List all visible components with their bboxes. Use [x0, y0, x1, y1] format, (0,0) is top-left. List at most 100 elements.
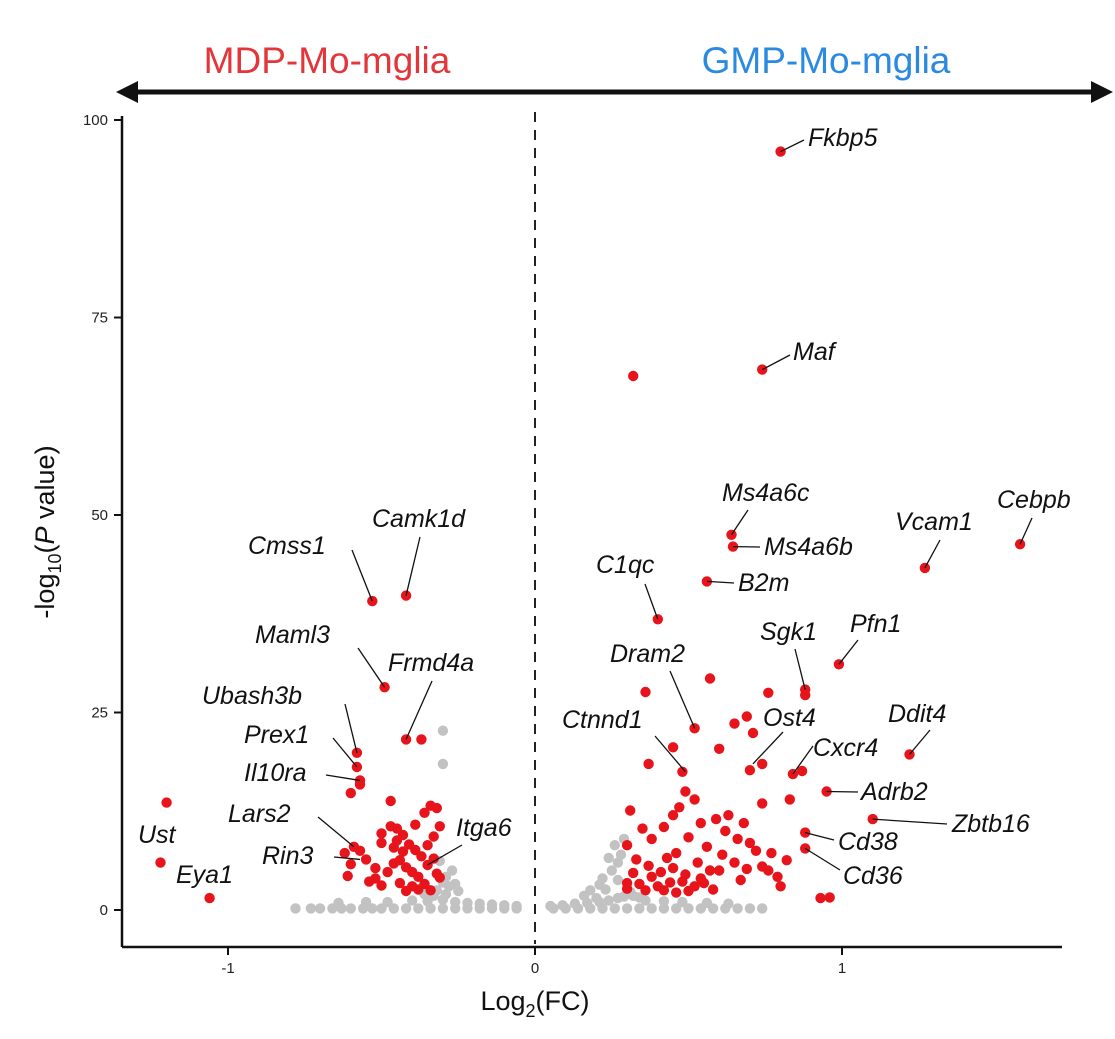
gene-label: C1qc — [596, 551, 655, 579]
gene-label: Rin3 — [262, 842, 314, 870]
significant-gene-point — [413, 884, 424, 895]
nonsignificant-gene-point — [634, 903, 645, 914]
significant-gene-point — [643, 860, 654, 871]
significant-gene-point — [689, 794, 700, 805]
gene-label: Cxcr4 — [813, 734, 878, 762]
x-tick-label: 1 — [838, 960, 846, 977]
significant-gene-point — [416, 851, 427, 862]
significant-gene-point — [416, 734, 427, 745]
gene-label: Lars2 — [228, 800, 291, 828]
gene-leader-line — [357, 647, 386, 688]
gene-leader-line — [405, 536, 421, 596]
group-left-label: MDP-Mo-mglia — [204, 40, 451, 81]
gene-leader-line — [909, 729, 931, 755]
nonsignificant-gene-point — [606, 865, 617, 876]
gene-label: Zbtb16 — [951, 810, 1030, 838]
significant-gene-point — [397, 846, 409, 857]
significant-gene-point — [434, 821, 445, 832]
nonsignificant-gene-point — [757, 903, 768, 914]
significant-gene-point — [621, 840, 633, 851]
nonsignificant-gene-point — [413, 903, 424, 914]
significant-gene-point — [667, 742, 679, 753]
significant-gene-point — [680, 786, 691, 797]
gene-label: Prex1 — [244, 721, 309, 749]
significant-gene-point — [425, 885, 436, 896]
arrow-right-icon — [1091, 81, 1113, 103]
gene-annotations: Fkbp5 Maf Cebpb Vcam1 Ms4a6c Ms4a6b B2m C1qc Pfn… — [138, 124, 1071, 890]
significant-gene-point — [658, 885, 670, 896]
gene-label: Ms4a6c — [722, 479, 810, 507]
significant-gene-point — [796, 765, 808, 777]
significant-gene-point — [370, 862, 381, 874]
nonsignificant-gene-point — [450, 878, 461, 890]
nonsignificant-gene-point — [615, 849, 627, 860]
nonsignificant-gene-point — [360, 896, 372, 908]
significant-gene-point — [741, 863, 752, 875]
gene-leader-line — [1019, 517, 1033, 545]
nonsignificant-gene-point — [723, 898, 734, 909]
significant-gene-point — [775, 881, 786, 892]
y-axis-title-suffix: value) — [30, 445, 60, 526]
y-tick-label: 50 — [91, 507, 108, 524]
gene-label: Maf — [793, 338, 838, 366]
significant-gene-point — [763, 865, 774, 876]
significant-gene-point — [732, 833, 743, 845]
gene-label: Itga6 — [456, 814, 512, 842]
significant-gene-point — [710, 813, 722, 825]
significant-gene-point — [631, 854, 642, 865]
significant-gene-point — [671, 887, 682, 898]
significant-gene-point — [744, 837, 756, 849]
gene-label: Ust — [138, 821, 177, 849]
nonsignificant-gene-point — [646, 903, 657, 914]
y-axis-title-prefix: -log — [30, 574, 60, 619]
significant-gene-point — [419, 807, 430, 818]
significant-gene-point — [394, 855, 406, 866]
significant-gene-point — [815, 892, 826, 904]
nonsignificant-gene-point — [305, 903, 317, 914]
nonsignificant-gene-point — [612, 857, 624, 868]
significant-gene-point — [646, 871, 657, 882]
nonsignificant-gene-point — [603, 895, 614, 906]
gene-leader-line — [780, 139, 805, 153]
nonsignificant-gene-point — [609, 903, 620, 914]
gene-label: Ubash3b — [202, 682, 302, 710]
significant-gene-point — [407, 866, 418, 878]
significant-gene-point — [735, 874, 746, 886]
significant-gene-point — [428, 831, 439, 842]
gene-leader-line — [427, 844, 463, 866]
gene-leader-line — [752, 731, 784, 765]
significant-gene-point — [741, 711, 752, 722]
significant-gene-point — [422, 840, 433, 851]
significant-gene-point — [784, 794, 795, 805]
significant-gene-point — [345, 859, 356, 870]
significant-gene-point — [382, 866, 393, 878]
y-axis-title-sub: 10 — [45, 554, 65, 574]
y-tick-label: 0 — [100, 902, 108, 919]
significant-gene-point — [640, 885, 651, 896]
y-axis-title-italic: P — [30, 526, 60, 544]
gene-leader-line — [332, 737, 358, 768]
significant-gene-point — [204, 892, 215, 904]
nonsignificant-gene-point — [437, 758, 449, 770]
nonsignificant-gene-point — [314, 903, 326, 914]
significant-gene-point — [674, 802, 685, 813]
gene-label: Dram2 — [610, 640, 685, 668]
gene-leader-line — [838, 639, 859, 665]
gene-label: Frmd4a — [388, 649, 474, 677]
significant-gene-point — [726, 529, 737, 540]
x-tick-label: 0 — [531, 960, 539, 977]
significant-gene-point — [667, 810, 679, 821]
gene-leader-line — [317, 816, 355, 848]
nonsignificant-gene-point — [450, 896, 461, 908]
significant-gene-point — [385, 795, 396, 807]
arrow-left-icon — [116, 81, 138, 103]
significant-gene-point — [757, 758, 768, 770]
gene-label: Cmss1 — [248, 532, 326, 560]
gene-leader-line — [669, 670, 696, 729]
significant-gene-point — [747, 727, 759, 739]
significant-gene-point — [434, 872, 445, 883]
gene-leader-line — [804, 831, 835, 841]
significant-gene-point — [720, 825, 731, 837]
nonsignificant-gene-point — [333, 897, 344, 909]
